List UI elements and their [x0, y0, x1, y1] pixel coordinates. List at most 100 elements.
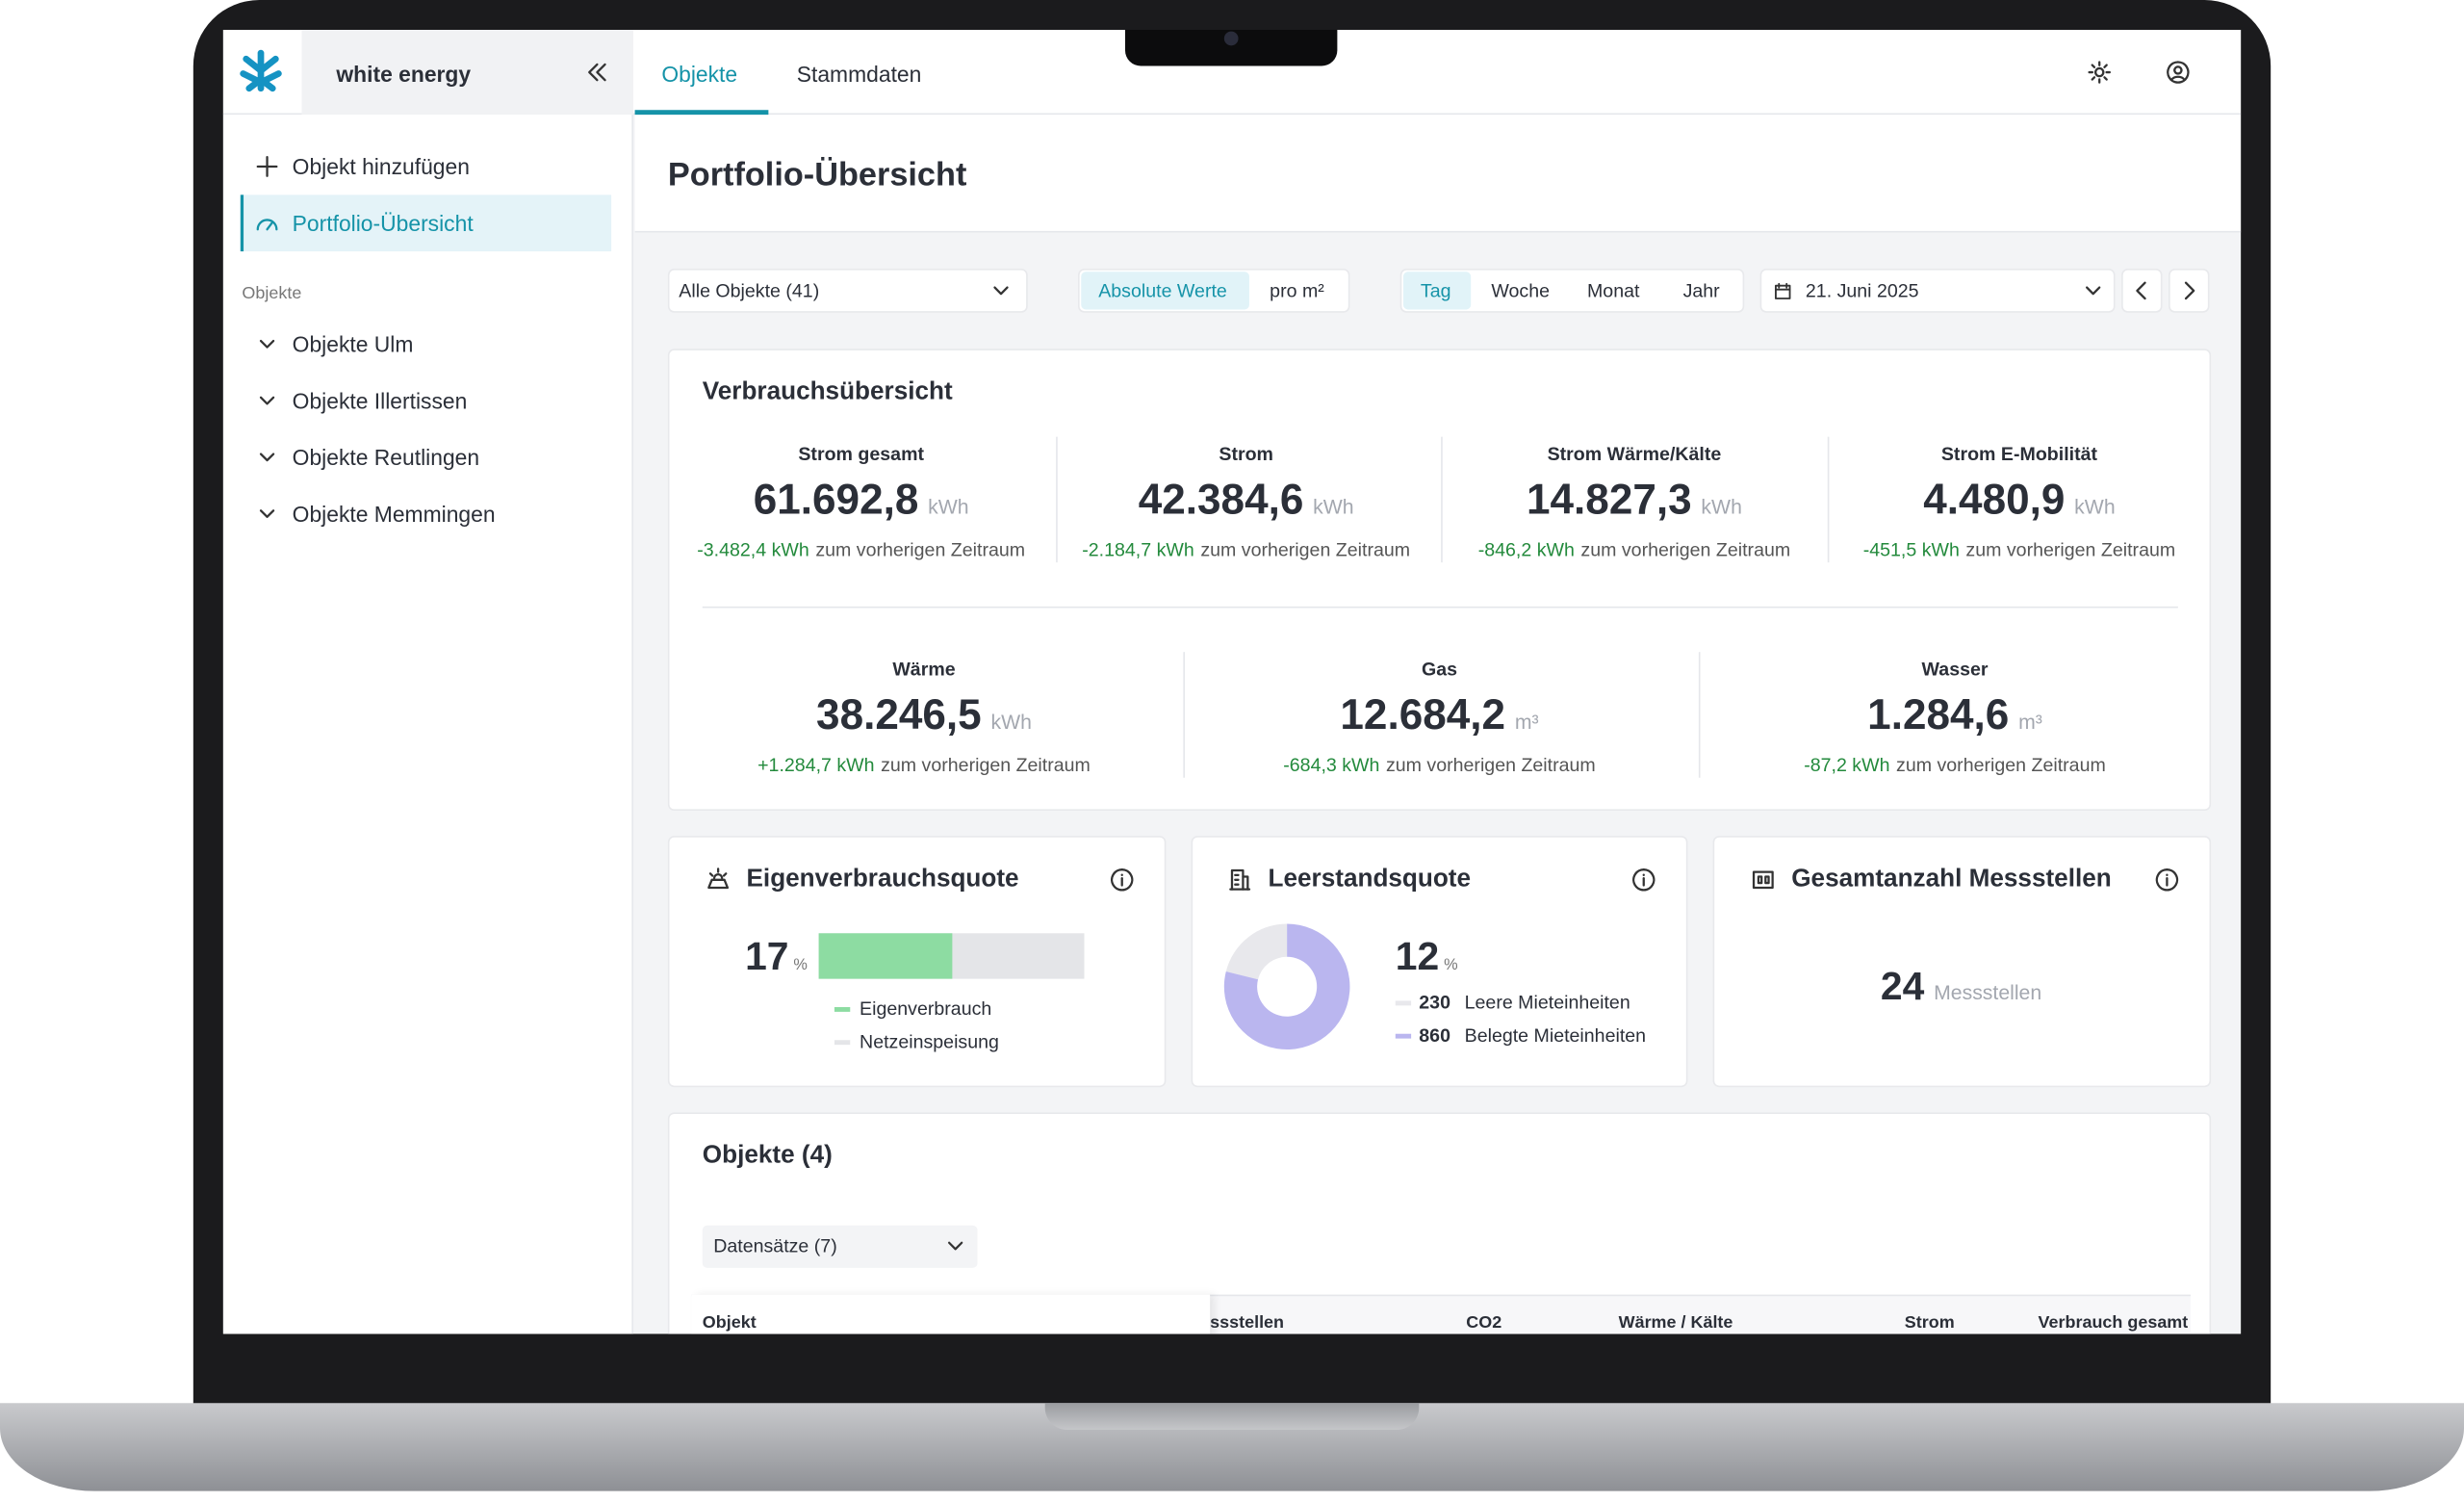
- chevron: [259, 509, 275, 519]
- mode-active: [1081, 272, 1249, 310]
- icon-path: [1632, 868, 1656, 892]
- column-header: ssstellen: [1210, 1313, 1285, 1333]
- column-header: CO2: [1466, 1313, 1502, 1333]
- icon-path: [596, 63, 606, 82]
- prev-icon: [2136, 281, 2146, 300]
- metric-label: Wasser: [1751, 642, 2159, 694]
- date-select[interactable]: [1759, 269, 2116, 313]
- change-value: -846,2 kWh: [1477, 538, 1575, 561]
- select-value: Alle Objekte (41): [679, 279, 820, 302]
- icon-path: [1752, 870, 1774, 890]
- metric-value-text: 38.246,5: [816, 690, 982, 738]
- screen: white energy Objekte Stammdaten Objekt hinz…: [222, 30, 2242, 1334]
- legend-swatch: [1395, 1000, 1412, 1006]
- metric-value-text: 4.480,9: [1923, 476, 2066, 524]
- metric-change: +1.284,7 kWh zum vorherigen Zeitraum: [704, 738, 1143, 790]
- sticky-column: [691, 1294, 1211, 1334]
- camera: [1223, 31, 1239, 46]
- kpi-value: 17%: [730, 932, 824, 992]
- icon-path: [708, 868, 728, 877]
- logo: [240, 49, 282, 92]
- sidebar-section: Objekte: [242, 284, 302, 303]
- column-divider: [1698, 652, 1701, 778]
- change-suffix: zum vorherigen Zeitraum: [815, 538, 1026, 561]
- icon-path: [588, 63, 599, 82]
- sidebar-group[interactable]: Objekte Illertissen: [292, 388, 468, 414]
- legend-swatch: [1395, 1033, 1412, 1039]
- dataset-select[interactable]: [702, 1225, 978, 1268]
- icon-path: [259, 453, 275, 462]
- change-suffix: zum vorherigen Zeitraum: [1965, 538, 2176, 561]
- change-value: -87,2 kWh: [1804, 754, 1890, 777]
- change-suffix: zum vorherigen Zeitraum: [1200, 538, 1411, 561]
- icon-path: [1230, 868, 1245, 891]
- active-item[interactable]: [240, 194, 612, 252]
- icon-path: [245, 76, 276, 92]
- icon-path: [1777, 281, 1787, 288]
- metric-label-text: Strom E-Mobilität: [1940, 443, 2098, 466]
- settings-icon: [2088, 61, 2111, 84]
- metric-label-text: Gas: [1421, 658, 1458, 681]
- tab[interactable]: Stammdaten: [796, 61, 922, 87]
- period-option[interactable]: Monat: [1586, 279, 1640, 302]
- sidebar-group[interactable]: Objekte Memmingen: [292, 501, 496, 527]
- metric-value-text: 42.384,6: [1138, 476, 1304, 524]
- icon-path: [2167, 61, 2190, 84]
- sidebar-item[interactable]: Portfolio-Übersicht: [292, 210, 474, 236]
- metric-value: 1.284,6 m³: [1751, 689, 2159, 747]
- mode-option[interactable]: Absolute Werte: [1098, 279, 1227, 302]
- object-select[interactable]: [667, 269, 1028, 313]
- mode-option[interactable]: pro m²: [1270, 279, 1324, 302]
- change-value: -451,5 kWh: [1862, 538, 1960, 561]
- column-header: Objekt: [702, 1313, 757, 1333]
- metric-value-text: 61.692,8: [753, 476, 919, 524]
- icon-path: [947, 1241, 963, 1251]
- calendar-icon: [1774, 281, 1790, 299]
- period-option[interactable]: Woche: [1491, 279, 1551, 302]
- icon-path: [2094, 66, 2105, 78]
- card-title: Verbrauchsübersicht: [702, 378, 953, 406]
- legend-label: Eigenverbrauch: [860, 997, 992, 1021]
- period-option[interactable]: Tag: [1420, 279, 1451, 302]
- info-icon: [2155, 868, 2179, 892]
- metric-label: Strom E-Mobilität: [1815, 427, 2223, 479]
- card-title: Gesamtanzahl Messstellen: [1791, 866, 2112, 893]
- sidebar-group[interactable]: Objekte Reutlingen: [292, 444, 480, 470]
- column-divider: [1827, 436, 1830, 563]
- metric-label-text: Strom: [1219, 443, 1273, 466]
- metric-label-text: Strom Wärme/Kälte: [1547, 443, 1722, 466]
- icon-path: [707, 878, 730, 890]
- column-header: Wärme / Kälte: [1618, 1313, 1733, 1333]
- period-option[interactable]: Jahr: [1682, 279, 1720, 302]
- icon-path: [259, 339, 275, 349]
- metric-unit: kWh: [2074, 495, 2116, 519]
- page-title: Portfolio-Übersicht: [667, 157, 967, 194]
- period-active: [1402, 272, 1472, 310]
- icon-path: [1242, 875, 1249, 891]
- kpi-number: 12: [1395, 934, 1440, 979]
- icon-path: [2136, 281, 2146, 300]
- chevron: [993, 286, 1009, 296]
- icon-path: [259, 396, 275, 405]
- sidebar-item[interactable]: Objekt hinzufügen: [292, 153, 470, 180]
- collapse-icon: [588, 63, 606, 82]
- metric-label: Strom Wärme/Kälte: [1430, 427, 1838, 479]
- icon-path: [2169, 75, 2186, 82]
- sidebar-group[interactable]: Objekte Ulm: [292, 331, 414, 357]
- metric-change: -3.482,4 kWh zum vorherigen Zeitraum: [641, 523, 1081, 575]
- change-value: -684,3 kWh: [1283, 754, 1380, 777]
- legend-swatch: [834, 1006, 851, 1012]
- chevron: [259, 339, 275, 349]
- kpi-unit: %: [1444, 956, 1458, 974]
- meter-icon: [1752, 870, 1774, 890]
- donut-segment: [1223, 923, 1350, 1050]
- change-value: -3.482,4 kWh: [697, 538, 809, 561]
- next-button[interactable]: [2169, 269, 2210, 313]
- info-icon: [1110, 868, 1134, 892]
- prev-button[interactable]: [2121, 269, 2163, 313]
- legend-label: Netzeinspeisung: [860, 1030, 999, 1053]
- tab[interactable]: Objekte: [661, 61, 738, 87]
- overview-card: [667, 349, 2212, 812]
- icon-path: [256, 219, 278, 231]
